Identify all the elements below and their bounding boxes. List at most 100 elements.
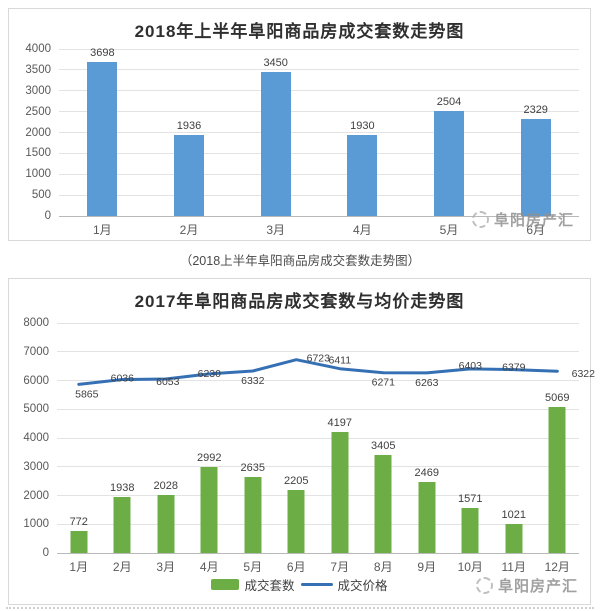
bar <box>244 477 262 553</box>
bar-column: 3450 <box>232 49 319 216</box>
y-axis-tick-label: 4000 <box>23 432 49 444</box>
bar-value-label: 2028 <box>153 479 178 492</box>
legend-bar-swatch-icon <box>211 579 240 590</box>
bar-column: 2028 <box>144 323 188 553</box>
x-axis-label: 1月 <box>69 560 89 574</box>
bar-columns: 772 1938 2028 2992 2635 2205 4197 3405 2469 1571 1… <box>57 323 579 553</box>
y-axis-tick-label: 0 <box>42 547 49 559</box>
legend-line-swatch-icon <box>300 583 333 586</box>
bar-column: 1021 <box>492 323 536 553</box>
line-value-label: 6230 <box>198 368 222 380</box>
bar-column: 3698 <box>59 47 146 216</box>
chart-2018-panel: 2018年上半年阜阳商品房成交套数走势图 0 500 1000 1500 2000 250… <box>8 8 591 241</box>
bar-value-label: 1930 <box>350 120 375 133</box>
watermark-text: 阜阳房产汇 <box>493 212 574 229</box>
legend-item-units: 成交套数 <box>211 575 295 594</box>
x-axis-label: 6月 <box>286 560 306 574</box>
x-axis-2017: 1月 2月 3月 4月 5月 6月 7月 8月 9月 10月 11月 12月 <box>57 558 579 576</box>
plot-area-2018: 3698 1936 3450 1930 2504 2329 <box>59 47 579 217</box>
x-axis-label: 12月 <box>544 560 570 574</box>
bar-value-label: 772 <box>69 515 88 528</box>
y-axis-tick-label: 1000 <box>25 168 51 181</box>
bar-value-label: 1021 <box>501 508 526 521</box>
chart-2017-title: 2017年阜阳商品房成交套数与均价走势图 <box>134 292 465 311</box>
gridline <box>57 351 579 353</box>
x-axis-label: 8月 <box>373 560 393 574</box>
gridline <box>57 495 579 496</box>
line-value-label: 6723 <box>307 353 331 365</box>
gridline <box>59 111 579 113</box>
bar <box>520 118 551 216</box>
line-value-label: 6053 <box>156 376 180 388</box>
plot-area-2017: 772 1938 2028 2992 2635 2205 4197 3405 2469 1571 1… <box>57 322 595 554</box>
gridline <box>59 194 579 196</box>
line-value-label: 6411 <box>329 355 352 367</box>
chart-2018-title: 2018年上半年阜阳商品房成交套数走势图 <box>134 22 465 41</box>
bar <box>200 466 218 553</box>
y-axis-tick-label: 3000 <box>25 84 51 97</box>
y-axis-tick-label: 7000 <box>23 345 49 358</box>
chart-caption: （2018上半年阜阳商品房成交套数走势图） <box>179 254 421 268</box>
legend-price-label: 成交价格 <box>337 579 388 593</box>
y-axis-tick-label: 2000 <box>23 489 49 502</box>
watermark-logo-icon <box>475 577 493 594</box>
bar-value-label: 2635 <box>240 462 265 475</box>
bar-value-label: 4197 <box>327 417 352 430</box>
bar <box>113 497 131 553</box>
bar <box>461 507 479 553</box>
x-axis-label: 6月 <box>526 223 546 237</box>
gridline <box>59 152 579 154</box>
y-axis-tick-label: 2500 <box>25 105 51 118</box>
bar-column: 1936 <box>146 49 233 216</box>
bar-column: 2504 <box>406 49 493 216</box>
y-axis-2018: 0 500 1000 1500 2000 2500 3000 3500 4000 <box>9 43 51 222</box>
x-axis-label: 2月 <box>112 560 132 574</box>
bar-column: 2329 <box>492 49 579 216</box>
bar-value-label: 2992 <box>197 451 222 464</box>
gridline <box>57 408 579 410</box>
y-axis-tick-label: 4000 <box>25 43 51 55</box>
x-axis-label: 5月 <box>243 560 263 574</box>
gridline <box>57 523 579 525</box>
bar-value-label: 2504 <box>436 96 462 109</box>
y-axis-tick-label: 1500 <box>25 147 51 160</box>
bar-value-label: 5069 <box>545 392 570 405</box>
bar-column: 5069 <box>536 323 580 553</box>
y-axis-2017: 0 1000 2000 3000 4000 5000 6000 7000 8000 <box>9 317 49 559</box>
bar <box>347 135 378 216</box>
bar-value-label: 2205 <box>284 474 309 487</box>
legend-item-price: 成交价格 <box>300 575 388 594</box>
x-axis-label: 4月 <box>353 223 372 237</box>
gridline <box>59 132 579 133</box>
line-value-label: 6036 <box>111 373 135 385</box>
y-axis-tick-label: 500 <box>31 189 51 202</box>
x-axis-label: 10月 <box>457 560 483 574</box>
y-axis-tick-label: 3000 <box>23 460 49 473</box>
line-value-label: 6322 <box>572 368 596 380</box>
bar-column: 3405 <box>362 323 406 553</box>
bar <box>87 61 118 216</box>
bar-value-label: 1571 <box>458 492 483 505</box>
bar-column: 2205 <box>275 323 319 553</box>
bar <box>70 530 88 553</box>
bar <box>548 407 566 553</box>
x-axis-label: 3月 <box>266 223 286 237</box>
y-axis-tick-label: 2000 <box>25 126 51 139</box>
gridline <box>59 48 579 50</box>
x-axis-label: 1月 <box>92 223 112 237</box>
bar <box>418 482 436 553</box>
bar-column: 4197 <box>318 323 362 553</box>
y-axis-tick-label: 1000 <box>23 518 49 531</box>
bar <box>434 111 465 216</box>
bar <box>287 489 305 553</box>
bar-column: 1571 <box>449 323 493 553</box>
x-axis-2018: 1月 2月 3月 4月 5月 6月 <box>59 221 579 239</box>
line-value-label: 6271 <box>372 377 396 389</box>
bar-value-label: 2469 <box>414 467 439 480</box>
bar-value-label: 3698 <box>90 46 115 59</box>
y-axis-tick-label: 0 <box>44 210 51 222</box>
x-axis-label: 3月 <box>156 560 176 574</box>
bar-column: 2992 <box>188 323 232 553</box>
bar-column: 1930 <box>319 49 406 216</box>
